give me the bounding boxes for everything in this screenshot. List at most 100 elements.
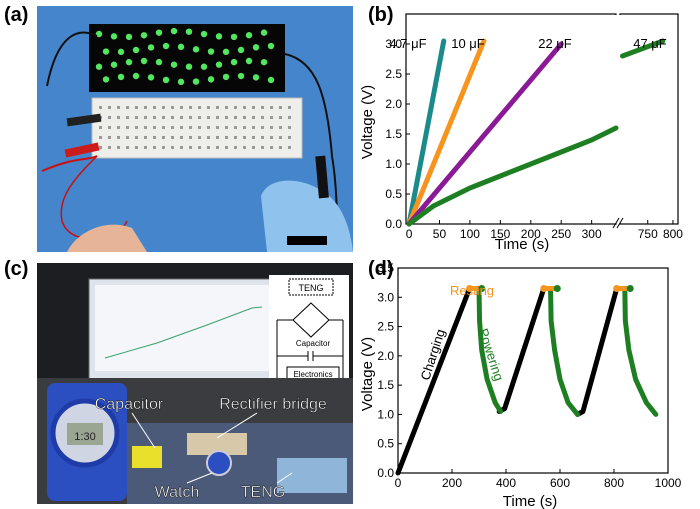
chart-b-series-line-3 (406, 125, 619, 227)
chart-d-ytick-label: 0.0 (377, 466, 394, 480)
led-dot (177, 78, 185, 86)
chart-d-ylabel: Voltage (V) (359, 337, 376, 411)
led-dot (185, 63, 193, 70)
panel-a-label: (a) (4, 4, 29, 26)
panel-c-annotations: Capacitor Rectifier bridge Watch TENG (95, 396, 328, 501)
chart-d-xtick-label: 400 (496, 476, 516, 490)
chart-d-xtick-label: 200 (442, 476, 462, 490)
led-dot (155, 29, 163, 36)
chart-d-xlabel: Time (s) (503, 493, 557, 509)
led-dot (132, 46, 140, 54)
scale-bar (287, 236, 327, 245)
label-capacitor: Capacitor (95, 396, 164, 413)
chart-d-marker (478, 285, 486, 292)
chart-b-series-label-10: 10 μF (451, 36, 485, 51)
led-dot (117, 73, 125, 81)
chart-d-charging-segment (575, 286, 620, 417)
led-photo (37, 6, 353, 252)
chart-d-frame (397, 267, 669, 474)
chart-d-marker (613, 285, 621, 292)
led-dot (140, 57, 148, 65)
led-photo-svg (37, 6, 353, 252)
chart-d-charging-segment (496, 286, 547, 414)
chart-b-ytick-label: 2.5 (385, 67, 402, 81)
chart-b-series-line-0 (406, 38, 447, 227)
led-dot (230, 58, 238, 66)
circuit-capacitor-label: Capacitor (296, 339, 331, 348)
led-dot (222, 48, 230, 56)
panel-c-label: (c) (4, 258, 29, 280)
chart-b-series-label-4.7: 4.7 μF (389, 36, 426, 51)
circuit-electronics-label: Electronics (293, 370, 332, 379)
watch-photo-svg: TENG Capacitor Electronics 1:30 (37, 263, 353, 504)
chart-b-ytick-label: 1.5 (385, 127, 402, 141)
led-dot (125, 33, 133, 41)
panel-b-label: (b) (368, 4, 394, 26)
chart-b-xtick-label: 750 (638, 227, 658, 241)
glove (261, 180, 353, 252)
chart-b-ytick-label: 3.0 (385, 37, 402, 51)
led-dot (260, 29, 268, 36)
led-dot (252, 74, 260, 81)
led-dot (95, 63, 103, 70)
label-teng: TENG (241, 484, 285, 501)
breadboard-small (187, 433, 247, 455)
label-watch: Watch (155, 484, 200, 501)
led-dot (147, 74, 155, 81)
chart-b-ytick-label: 2.0 (385, 97, 402, 111)
led-dot (170, 27, 178, 35)
label-rectifier-bridge: Rectifier bridge (219, 396, 327, 413)
chart-b-series-label-47: 47 μF (633, 36, 667, 51)
led-dot (117, 48, 125, 56)
chart-b-xtick-label: 200 (521, 227, 541, 241)
chart-d-ytick-label: 1.5 (377, 378, 394, 392)
chart-b-xtick-label: 300 (582, 227, 602, 241)
led-dot (110, 33, 118, 40)
chart-b-ytick-label: 0.5 (385, 187, 402, 201)
led-dot (155, 58, 163, 66)
led-dot (192, 46, 200, 53)
led-dot (222, 73, 230, 81)
chart-d-ytick-label: 2.0 (377, 349, 394, 363)
chart-b-xtick-label: 150 (490, 227, 510, 241)
led-dot (245, 57, 253, 65)
circuit-teng-label: TENG (298, 283, 323, 293)
chart-b-ytick-label: 1.0 (385, 157, 402, 171)
led-dot (110, 61, 118, 68)
led-dot (252, 44, 260, 51)
chart-d-powering-segment (622, 286, 659, 417)
led-dot (215, 61, 223, 68)
chart-b-series-line-2 (406, 41, 564, 227)
chart-d-xtick-label: 0 (395, 476, 402, 490)
led-dot (162, 42, 170, 50)
chart-d-marker (540, 285, 548, 292)
chart-d-charging-segment (395, 286, 473, 476)
watch-photo: TENG Capacitor Electronics 1:30 (37, 263, 353, 504)
led-dot (192, 78, 200, 85)
hand (67, 224, 147, 252)
chart-d-ytick-label: 3.5 (377, 261, 394, 275)
chart-d-powering-segment (476, 286, 504, 414)
led-dot (177, 43, 185, 51)
led-dot (95, 30, 103, 38)
led-dot (207, 48, 215, 55)
chart-b-ticks: 0.0 0.5 1.0 1.5 2.0 2.5 3.0 0 50 100 150 200 250 300 7… (385, 15, 683, 241)
chart-b-axis-break (612, 217, 624, 229)
chart-b-xlabel: Time (s) (495, 236, 549, 252)
chart-d-marker (553, 285, 561, 292)
watch-small (206, 450, 232, 476)
led-dot (147, 44, 155, 51)
capacitor-part (132, 446, 162, 468)
chart-b-xtick-label: 800 (663, 227, 683, 241)
chart-d-powering-segment (548, 286, 581, 417)
chart-b-series-label-22: 22 μF (538, 36, 572, 51)
led-dot (260, 58, 268, 66)
chart-d-ytick-label: 1.0 (377, 407, 394, 421)
led-dot (230, 33, 238, 41)
chart-d-xtick-label: 1000 (655, 476, 682, 490)
chart-d-marker (626, 285, 634, 292)
chart-b: 0.0 0.5 1.0 1.5 2.0 2.5 3.0 0 50 100 150 200 250 300 7… (359, 13, 683, 252)
chart-b-xtick-label: 0 (406, 227, 413, 241)
chart-d-ytick-label: 0.5 (377, 437, 394, 451)
led-dot (125, 58, 133, 66)
